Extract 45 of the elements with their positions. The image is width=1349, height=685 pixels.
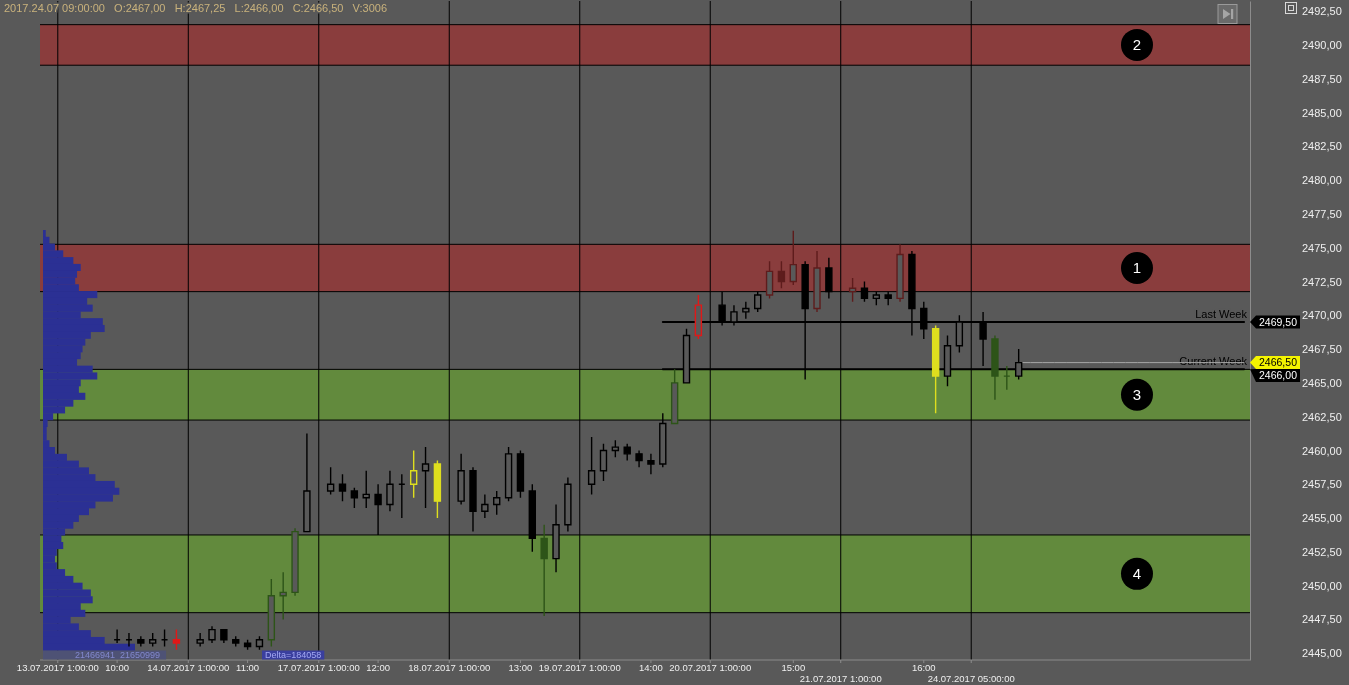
x-tick-label: 15:00 xyxy=(781,662,806,673)
y-tick-label: 2475,00 xyxy=(1302,241,1342,254)
y-tick-label: 2462,50 xyxy=(1302,410,1342,423)
data-label: 2469,50 xyxy=(1259,315,1298,328)
y-tick-label: 2445,00 xyxy=(1302,647,1342,660)
x-tick-label: 11:00 xyxy=(236,662,260,673)
y-tick-label: 2457,50 xyxy=(1302,478,1342,491)
y-tick-label: 2480,00 xyxy=(1302,174,1342,187)
y-tick-label: 2452,50 xyxy=(1302,545,1342,558)
y-tick-label: 2467,50 xyxy=(1302,343,1342,356)
y-tick-label: 2487,50 xyxy=(1302,72,1342,85)
annotation: 21466941 xyxy=(75,650,116,660)
band-label: 4 xyxy=(1132,565,1142,583)
data-label: 2466,00 xyxy=(1259,369,1298,382)
x-tick-label: 18.07.2017 1:00:00 xyxy=(408,662,491,673)
y-tick-label: 2490,00 xyxy=(1302,38,1342,51)
band-label: 1 xyxy=(1132,259,1142,277)
y-tick-label: 2447,50 xyxy=(1302,613,1342,626)
series-label: Last Week xyxy=(1195,308,1248,321)
y-tick-label: 2470,00 xyxy=(1302,309,1342,322)
x-tick-label: 16:00 xyxy=(911,662,936,673)
annotation: 21650999 xyxy=(120,650,161,660)
x-tick-label: 14:00 xyxy=(639,662,663,673)
y-tick-label: 2460,00 xyxy=(1302,444,1342,457)
y-tick-label: 2485,00 xyxy=(1302,106,1342,119)
y-tick-label: 2450,00 xyxy=(1302,579,1342,592)
x-tick-label: 14.07.2017 1:00:00 xyxy=(147,662,230,673)
y-tick-label: 2465,00 xyxy=(1302,376,1342,389)
x-tick-label: 12:00 xyxy=(366,662,390,673)
x-tick-label: 21.07.2017 1:00:00 xyxy=(799,673,882,684)
y-tick-label: 2482,50 xyxy=(1302,140,1342,153)
data-label: 2466,50 xyxy=(1259,356,1298,369)
x-tick-label: 19.07.2017 1:00:00 xyxy=(538,662,621,673)
x-tick-label: 10:00 xyxy=(105,662,129,673)
x-tick-label: 13.07.2017 1:00:00 xyxy=(16,662,99,673)
y-tick-label: 2455,00 xyxy=(1302,512,1342,525)
x-tick-label: 20.07.2017 1:00:00 xyxy=(669,662,752,673)
band-label: 3 xyxy=(1132,386,1142,404)
y-tick-label: 2472,50 xyxy=(1302,275,1342,288)
y-tick-label: 2492,50 xyxy=(1302,5,1342,18)
x-tick-label: 24.07.2017 05:00:00 xyxy=(927,673,1015,684)
x-tick-label: 13:00 xyxy=(508,662,533,673)
x-tick-label: 17.07.2017 1:00:00 xyxy=(277,662,360,673)
band-label: 2 xyxy=(1132,36,1142,54)
y-tick-label: 2477,50 xyxy=(1302,207,1342,220)
